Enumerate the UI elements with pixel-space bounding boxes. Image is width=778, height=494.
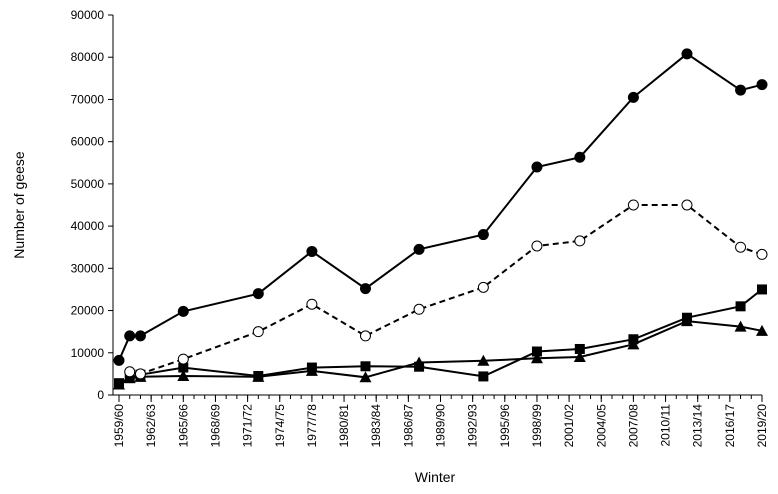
data-point [734, 320, 747, 332]
y-tick-label: 40000 [71, 219, 105, 233]
x-tick-label: 1977/78 [305, 404, 319, 448]
x-tick-label: 2016/17 [723, 404, 737, 448]
x-tick-label: 1959/60 [112, 404, 126, 448]
x-tick-label: 2001/02 [562, 404, 576, 448]
x-tick-label: 2004/05 [594, 404, 608, 448]
series-filled-triangle [113, 315, 768, 390]
data-point [574, 235, 586, 247]
x-axis-title: Winter [415, 469, 456, 485]
x-tick-label: 1971/72 [241, 404, 255, 448]
plot-area [113, 48, 768, 390]
data-point [177, 353, 189, 365]
series-filled-square [114, 284, 767, 389]
data-point [134, 368, 146, 380]
data-point [413, 303, 425, 315]
data-point [756, 248, 768, 260]
data-point [414, 361, 425, 372]
data-point [113, 354, 125, 366]
data-point [573, 351, 586, 362]
y-tick-label: 10000 [71, 346, 105, 360]
y-tick-label: 50000 [71, 177, 105, 191]
series-filled-circle [113, 48, 768, 366]
x-tick-label: 1974/75 [273, 404, 287, 448]
data-point [124, 373, 135, 384]
x-axis-ticks: 1959/60 1962/63 1965/66 1968/69 1971/72 1974/… [112, 395, 769, 447]
data-point [627, 199, 639, 211]
series-open-circle [124, 199, 768, 380]
data-point [531, 161, 543, 173]
data-point [306, 298, 318, 310]
data-point [756, 324, 768, 336]
data-point [681, 312, 692, 323]
data-point [478, 371, 489, 382]
data-point [359, 371, 372, 383]
data-point [531, 346, 542, 357]
data-point [735, 84, 747, 96]
x-tick-label: 2007/08 [626, 404, 640, 448]
data-point [477, 229, 489, 241]
data-point [628, 334, 639, 345]
x-tick-label: 1989/90 [434, 404, 448, 448]
data-point [252, 326, 264, 338]
x-tick-label: 1995/96 [498, 404, 512, 448]
data-point [252, 288, 264, 300]
data-point [178, 362, 189, 373]
data-point [756, 79, 768, 91]
data-point [114, 378, 124, 389]
data-point [413, 243, 425, 255]
data-point [177, 305, 189, 317]
series-line [118, 320, 763, 386]
data-point [477, 281, 489, 293]
data-point [681, 199, 693, 211]
x-tick-label: 1968/69 [208, 404, 222, 448]
data-point [306, 245, 318, 257]
x-tick-label: 1983/84 [369, 404, 383, 448]
y-tick-label: 90000 [71, 8, 105, 22]
data-point [477, 354, 490, 366]
y-tick-label: 60000 [71, 135, 105, 149]
data-point [681, 48, 693, 60]
x-tick-label: 1962/63 [144, 404, 158, 448]
x-tick-label: 1980/81 [337, 404, 351, 448]
y-axis-title: Number of geese [11, 151, 27, 259]
data-point [124, 330, 136, 342]
x-tick-label: 1986/87 [401, 404, 415, 448]
y-tick-label: 70000 [71, 92, 105, 106]
y-tick-label: 20000 [71, 304, 105, 318]
series-line [118, 52, 763, 361]
data-point [359, 330, 371, 342]
series-line [129, 204, 763, 375]
data-point [306, 362, 317, 373]
data-point [627, 91, 639, 103]
data-point [124, 366, 136, 378]
y-tick-label: 80000 [71, 50, 105, 64]
x-tick-label: 2019/20 [755, 404, 769, 448]
y-axis-ticks: 0 10000 20000 30000 40000 50000 60000 70000 8000… [71, 8, 113, 402]
data-point [360, 361, 371, 372]
x-tick-label: 1998/99 [530, 404, 544, 448]
data-point [735, 301, 746, 312]
data-point [531, 240, 543, 252]
data-point [735, 241, 747, 253]
data-point [530, 352, 543, 364]
data-point [359, 283, 371, 295]
x-tick-label: 2010/11 [659, 404, 673, 447]
data-point [253, 371, 264, 381]
x-tick-label: 2013/14 [691, 404, 705, 448]
data-point [574, 343, 585, 354]
data-point [757, 284, 767, 295]
data-point [134, 330, 146, 342]
axes: 0 10000 20000 30000 40000 50000 60000 70000 8000… [71, 8, 769, 447]
y-tick-label: 0 [97, 388, 104, 402]
data-point [177, 370, 190, 381]
x-tick-label: 1965/66 [176, 404, 190, 448]
y-tick-label: 30000 [71, 261, 105, 275]
x-tick-label: 1992/93 [466, 404, 480, 448]
data-point [574, 151, 586, 163]
